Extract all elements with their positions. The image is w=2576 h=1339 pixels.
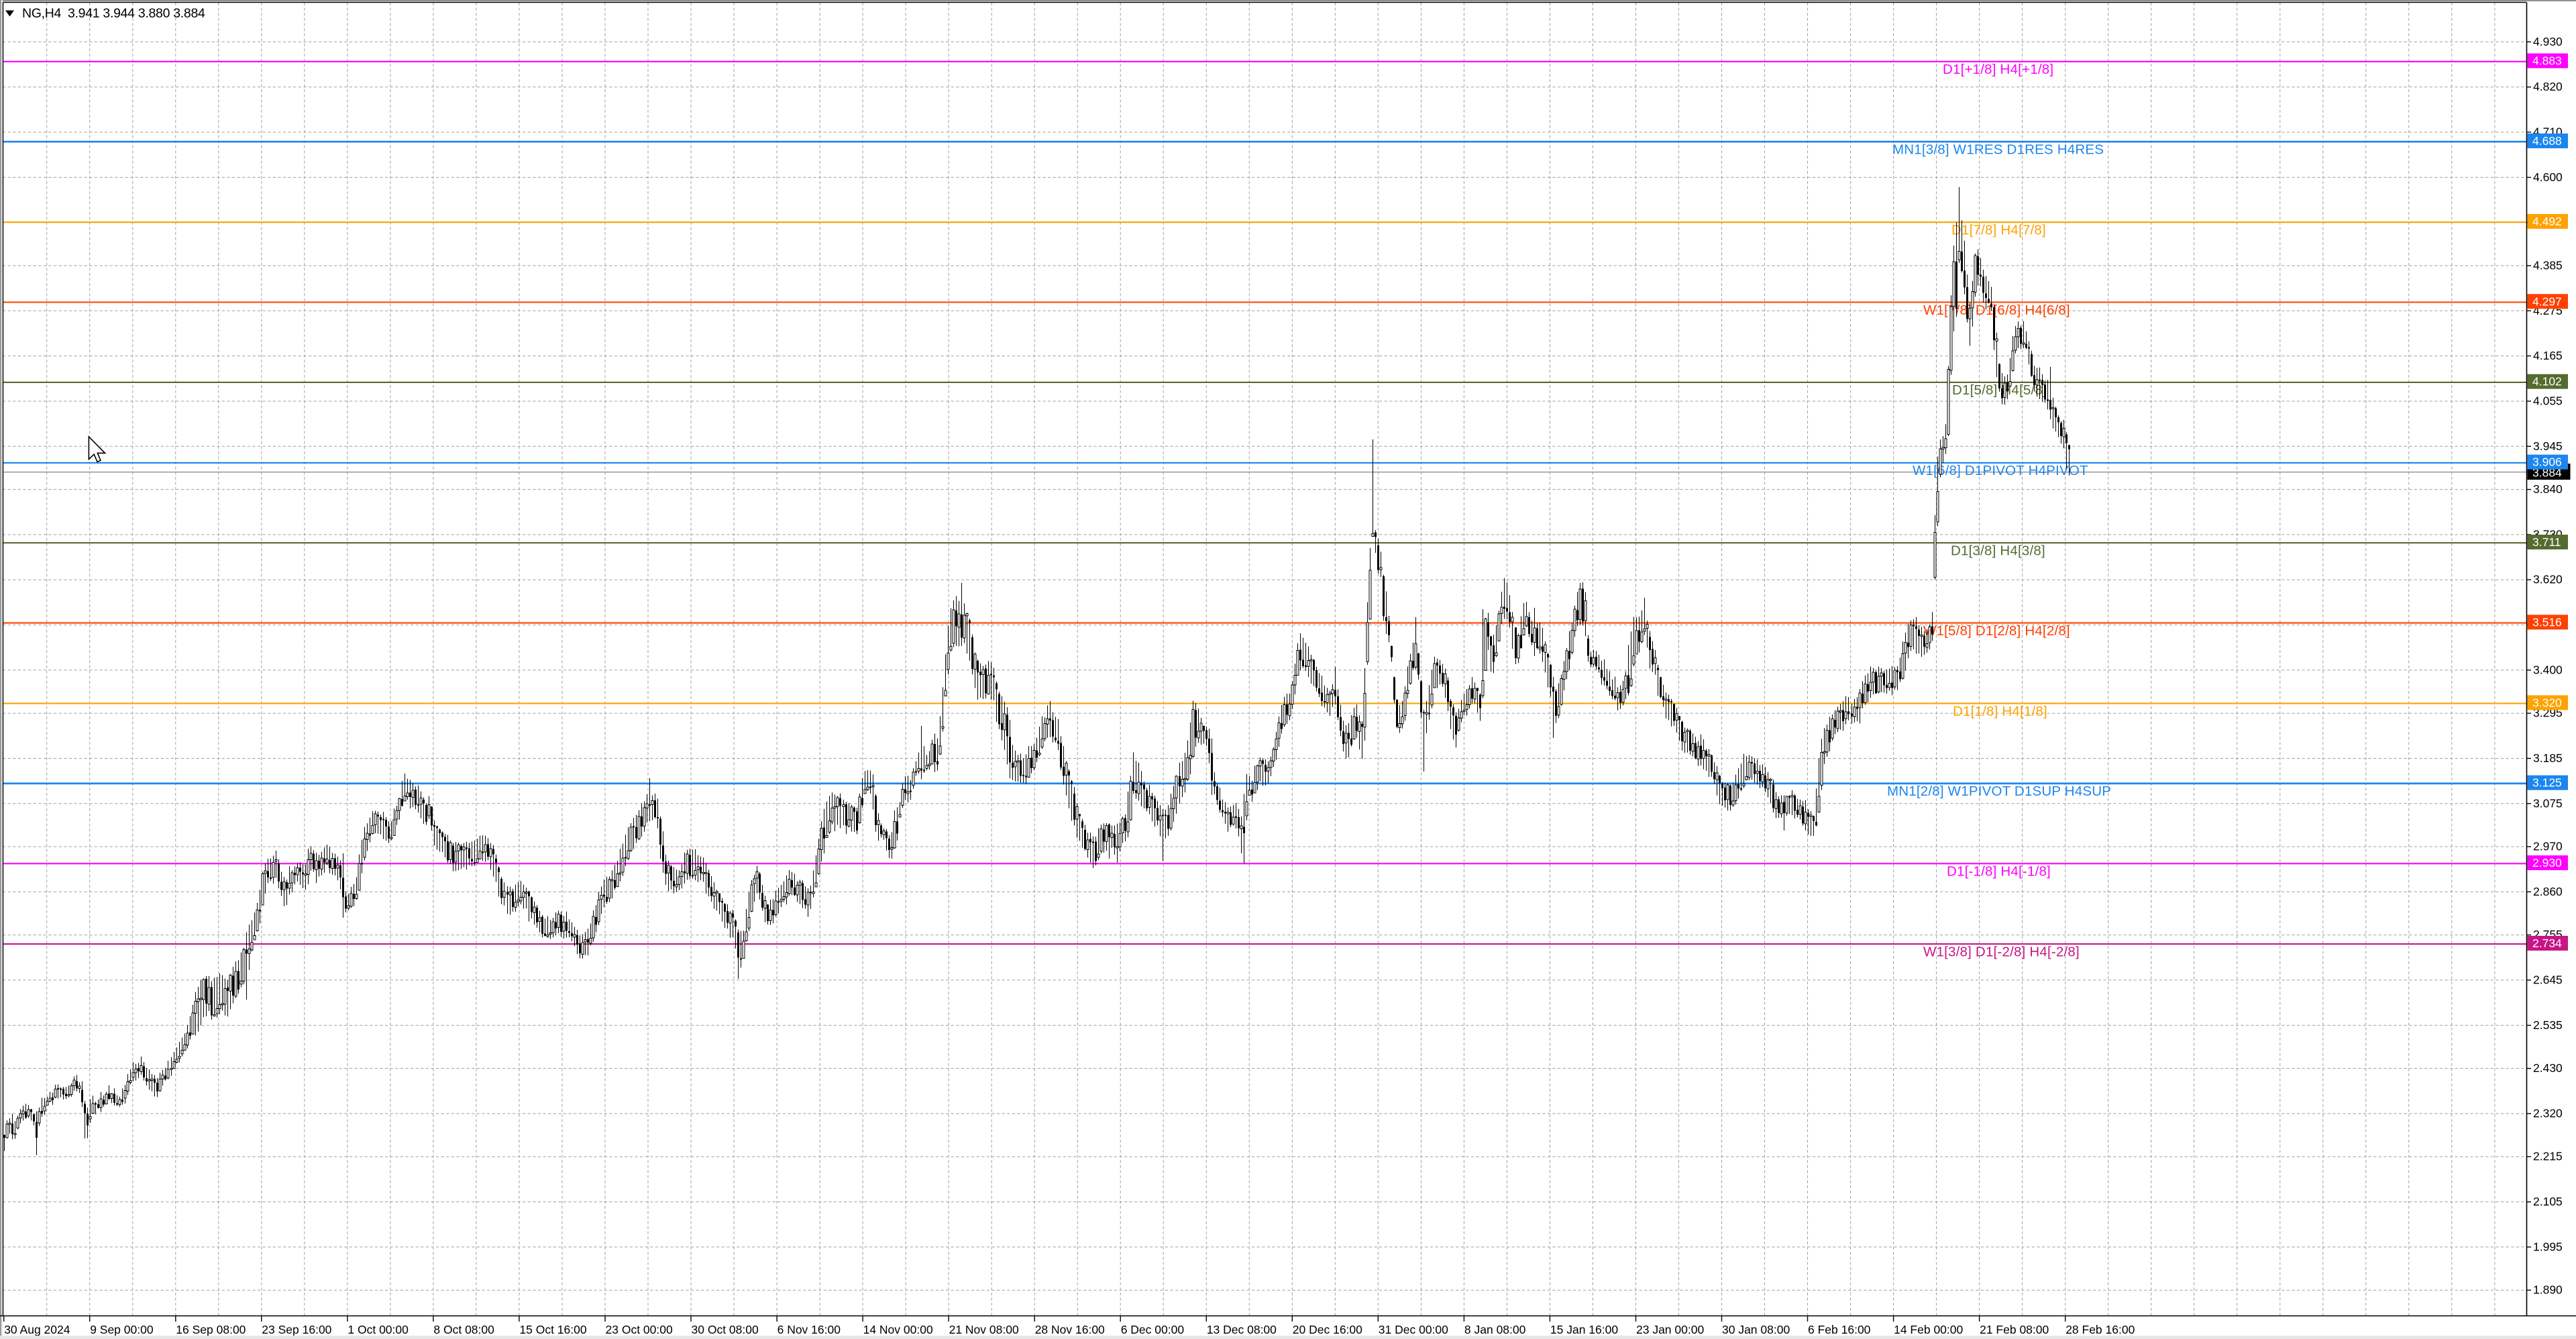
svg-text:14 Feb 00:00: 14 Feb 00:00 — [1894, 1323, 1963, 1336]
svg-text:30 Jan 08:00: 30 Jan 08:00 — [1722, 1323, 1790, 1336]
svg-text:8 Oct 08:00: 8 Oct 08:00 — [433, 1323, 494, 1336]
svg-text:13 Dec 08:00: 13 Dec 08:00 — [1207, 1323, 1277, 1336]
svg-text:3.945: 3.945 — [2533, 439, 2563, 453]
svg-text:W1[3/8] D1[-2/8] H4[-2/8]: W1[3/8] D1[-2/8] H4[-2/8] — [1923, 945, 2080, 960]
svg-text:2.430: 2.430 — [2533, 1061, 2563, 1075]
svg-text:MN1[3/8] W1RES D1RES H4RES: MN1[3/8] W1RES D1RES H4RES — [1892, 142, 2104, 158]
svg-text:6 Feb 16:00: 6 Feb 16:00 — [1808, 1323, 1871, 1336]
svg-text:3.516: 3.516 — [2532, 615, 2562, 629]
svg-text:30 Aug 2024: 30 Aug 2024 — [4, 1323, 70, 1336]
svg-text:2.860: 2.860 — [2533, 885, 2563, 898]
svg-text:D1[3/8] H4[3/8]: D1[3/8] H4[3/8] — [1951, 543, 2045, 559]
svg-text:4.600: 4.600 — [2533, 170, 2563, 184]
svg-text:4.165: 4.165 — [2533, 349, 2563, 362]
svg-text:D1[1/8] H4[1/8]: D1[1/8] H4[1/8] — [1953, 704, 2047, 719]
svg-text:3.185: 3.185 — [2533, 751, 2563, 765]
svg-text:9 Sep 00:00: 9 Sep 00:00 — [90, 1323, 154, 1336]
svg-text:4.297: 4.297 — [2532, 294, 2562, 308]
svg-text:1.890: 1.890 — [2533, 1283, 2563, 1297]
svg-text:21 Feb 08:00: 21 Feb 08:00 — [1980, 1323, 2049, 1336]
svg-text:2.930: 2.930 — [2532, 856, 2562, 869]
svg-text:6 Nov 16:00: 6 Nov 16:00 — [777, 1323, 841, 1336]
svg-text:4.492: 4.492 — [2532, 215, 2562, 228]
svg-text:MN1[2/8] W1PIVOT D1SUP H4SUP: MN1[2/8] W1PIVOT D1SUP H4SUP — [1887, 784, 2111, 799]
svg-text:4.055: 4.055 — [2533, 394, 2563, 408]
svg-text:3.620: 3.620 — [2533, 573, 2563, 586]
svg-text:3.906: 3.906 — [2532, 456, 2562, 469]
svg-text:D1[7/8] H4[7/8]: D1[7/8] H4[7/8] — [1951, 223, 2046, 238]
svg-text:4.930: 4.930 — [2533, 35, 2563, 48]
svg-text:30 Oct 08:00: 30 Oct 08:00 — [692, 1323, 759, 1336]
svg-text:NG,H4: NG,H4 — [22, 6, 62, 21]
svg-text:23 Sep 16:00: 23 Sep 16:00 — [262, 1323, 331, 1336]
svg-text:3.125: 3.125 — [2532, 776, 2562, 790]
svg-text:20 Dec 16:00: 20 Dec 16:00 — [1293, 1323, 1362, 1336]
svg-text:8 Jan 08:00: 8 Jan 08:00 — [1464, 1323, 1526, 1336]
svg-text:1.995: 1.995 — [2533, 1240, 2563, 1253]
svg-text:2.535: 2.535 — [2533, 1018, 2563, 1032]
svg-text:23 Oct 00:00: 23 Oct 00:00 — [606, 1323, 673, 1336]
svg-text:2.970: 2.970 — [2533, 840, 2563, 853]
svg-text:21 Nov 08:00: 21 Nov 08:00 — [949, 1323, 1019, 1336]
svg-text:W1[7/8] D1[6/8] H4[6/8]: W1[7/8] D1[6/8] H4[6/8] — [1923, 303, 2070, 318]
svg-text:15 Jan 16:00: 15 Jan 16:00 — [1550, 1323, 1618, 1336]
svg-text:4.385: 4.385 — [2533, 259, 2563, 272]
svg-text:3.711: 3.711 — [2532, 535, 2561, 549]
svg-text:31 Dec 00:00: 31 Dec 00:00 — [1379, 1323, 1448, 1336]
svg-text:4.820: 4.820 — [2533, 80, 2563, 93]
svg-text:4.102: 4.102 — [2532, 375, 2562, 388]
svg-text:2.215: 2.215 — [2533, 1150, 2563, 1163]
svg-text:2.645: 2.645 — [2533, 973, 2563, 987]
svg-text:4.688: 4.688 — [2532, 134, 2562, 148]
svg-text:3.075: 3.075 — [2533, 796, 2563, 810]
svg-text:W1[5/8] D1[2/8] H4[2/8]: W1[5/8] D1[2/8] H4[2/8] — [1923, 623, 2070, 639]
svg-text:2.105: 2.105 — [2533, 1195, 2563, 1208]
svg-text:D1[-1/8] H4[-1/8]: D1[-1/8] H4[-1/8] — [1947, 864, 2051, 879]
svg-text:2.320: 2.320 — [2533, 1107, 2563, 1120]
svg-text:3.320: 3.320 — [2532, 696, 2562, 709]
svg-text:6 Dec 00:00: 6 Dec 00:00 — [1121, 1323, 1185, 1336]
svg-text:1 Oct 00:00: 1 Oct 00:00 — [347, 1323, 409, 1336]
svg-text:3.941 3.944 3.880 3.884: 3.941 3.944 3.880 3.884 — [68, 6, 205, 21]
svg-text:D1[+1/8] H4[+1/8]: D1[+1/8] H4[+1/8] — [1943, 62, 2053, 77]
svg-text:14 Nov 00:00: 14 Nov 00:00 — [863, 1323, 933, 1336]
svg-text:2.734: 2.734 — [2532, 936, 2562, 950]
svg-text:W1[6/8] D1PIVOT H4PIVOT: W1[6/8] D1PIVOT H4PIVOT — [1913, 463, 2088, 478]
svg-text:4.883: 4.883 — [2532, 54, 2562, 68]
svg-text:16 Sep 08:00: 16 Sep 08:00 — [176, 1323, 246, 1336]
svg-text:28 Feb 16:00: 28 Feb 16:00 — [2065, 1323, 2135, 1336]
svg-text:28 Nov 16:00: 28 Nov 16:00 — [1035, 1323, 1105, 1336]
svg-text:15 Oct 16:00: 15 Oct 16:00 — [519, 1323, 586, 1336]
svg-text:3.400: 3.400 — [2533, 663, 2563, 676]
svg-text:23 Jan 00:00: 23 Jan 00:00 — [1636, 1323, 1704, 1336]
svg-text:3.840: 3.840 — [2533, 482, 2563, 496]
